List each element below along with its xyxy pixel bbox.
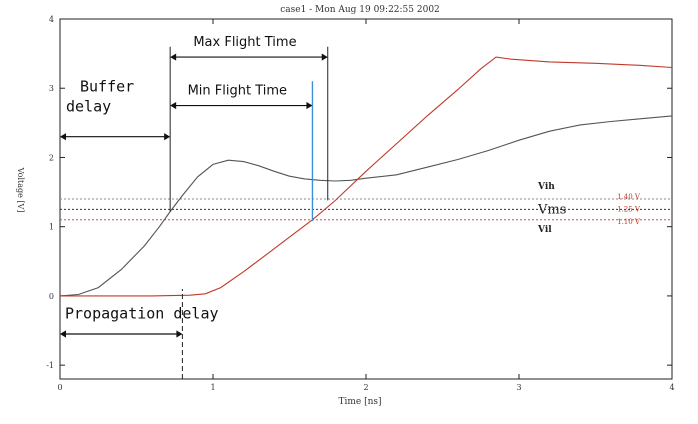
series-line-2 <box>60 56 673 297</box>
y-tick-label: 3 <box>49 84 54 93</box>
x-axis-label: Time [ns] <box>338 397 381 407</box>
threshold-value-vms: 1.25 V <box>617 205 641 213</box>
arrow-head <box>60 330 66 338</box>
y-tick-label: 2 <box>49 153 54 162</box>
y-tick-label: 1 <box>49 223 54 232</box>
threshold-name-vih: Vih <box>537 182 555 192</box>
y-tick-label: 4 <box>49 15 54 24</box>
annotation-label-line: Buffer <box>80 78 134 96</box>
series-line-1 <box>59 115 673 297</box>
arrow-head <box>164 133 171 141</box>
threshold-value-vih: 1.40 V <box>617 193 641 201</box>
threshold-lines: Vih 1.40 V Vms 1.25 V Vil 1.10 V <box>60 182 672 235</box>
y-tick-label: -1 <box>46 361 54 370</box>
x-tick-label: 0 <box>57 383 62 392</box>
threshold-value-vil: 1.10 V <box>617 218 641 226</box>
annotation-label-buffer-delay: Buffer delay <box>66 78 134 116</box>
x-tick-label: 1 <box>210 383 215 392</box>
x-tick-label: 2 <box>363 383 368 392</box>
y-axis-label: Voltage [V] <box>16 167 25 213</box>
annotation-label-max-flight-time: Max Flight Time <box>193 35 296 50</box>
x-tick-label: 3 <box>516 383 521 392</box>
x-tick-label: 4 <box>669 383 674 392</box>
arrow-head <box>321 53 328 61</box>
annotation-label-line: delay <box>66 98 111 116</box>
y-tick-label: 0 <box>49 292 54 301</box>
annotation-label-propagation-delay: Propagation delay <box>65 304 219 322</box>
series-layer <box>59 56 673 297</box>
chart-title: case1 - Mon Aug 19 09:22:55 2002 <box>280 5 440 15</box>
threshold-name-vil: Vil <box>537 225 552 235</box>
annotation-label-min-flight-time: Min Flight Time <box>188 84 287 99</box>
annotations: Max Flight Time Min Flight Time Buffer dela… <box>60 35 328 338</box>
arrow-head <box>170 53 177 61</box>
arrow-head <box>176 330 183 338</box>
arrow-head <box>60 133 66 141</box>
arrow-head <box>306 101 313 110</box>
threshold-name-vms: Vms <box>537 202 566 217</box>
x-axis: 0 1 2 3 4 <box>57 19 675 392</box>
arrow-head <box>170 101 177 110</box>
